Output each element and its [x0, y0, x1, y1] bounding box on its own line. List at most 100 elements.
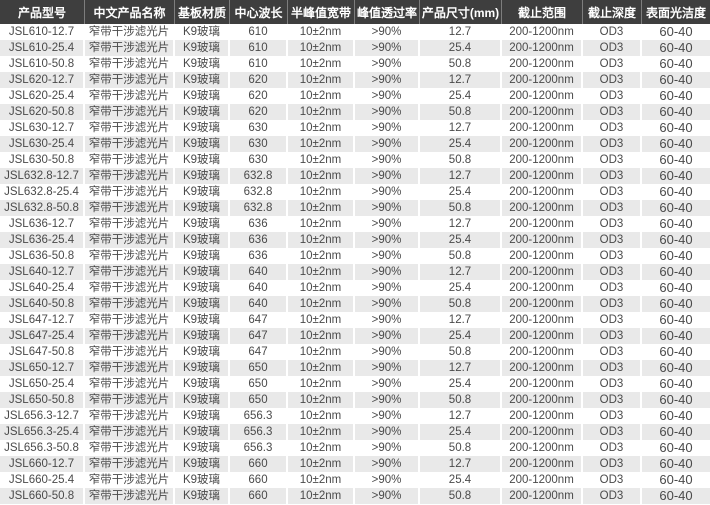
cell-cutoff-range: 200-1200nm	[502, 216, 583, 232]
table-row: JSL647-12.7 窄带干涉滤光片 K9玻璃 647 10±2nm >90% 12.7 2…	[0, 312, 710, 328]
cell-model: JSL610-12.7	[0, 24, 85, 40]
cell-bandwidth: 10±2nm	[288, 488, 355, 504]
cell-cutoff-range: 200-1200nm	[502, 24, 583, 40]
cell-name: 窄带干涉滤光片	[85, 72, 175, 88]
cell-substrate: K9玻璃	[175, 152, 230, 168]
cell-cutoff-range: 200-1200nm	[502, 472, 583, 488]
cell-substrate: K9玻璃	[175, 472, 230, 488]
cell-model: JSL650-50.8	[0, 392, 85, 408]
cell-surface-quality: 60-40	[659, 456, 693, 471]
cell-center-wavelength: 636	[230, 232, 288, 248]
cell-surface-quality: 60-40	[659, 200, 693, 215]
cell-cutoff-range: 200-1200nm	[502, 392, 583, 408]
cell-name: 窄带干涉滤光片	[85, 280, 175, 296]
cell-transmittance: >90%	[355, 152, 420, 168]
column-header-bandwidth: 半峰值宽带	[288, 0, 355, 24]
cell-bandwidth: 10±2nm	[288, 312, 355, 328]
cell-center-wavelength: 636	[230, 216, 288, 232]
cell-cutoff-range: 200-1200nm	[502, 424, 583, 440]
cell-model: JSL636-50.8	[0, 248, 85, 264]
cell-surface-quality: 60-40	[659, 104, 693, 119]
table-row: JSL610-12.7 窄带干涉滤光片 K9玻璃 610 10±2nm >90% 12.7 2…	[0, 24, 710, 40]
cell-size: 50.8	[420, 104, 502, 120]
cell-name: 窄带干涉滤光片	[85, 408, 175, 424]
cell-cutoff-depth: OD3	[583, 440, 642, 456]
cell-size: 25.4	[420, 88, 502, 104]
cell-size: 12.7	[420, 408, 502, 424]
cell-size: 50.8	[420, 488, 502, 504]
cell-size: 25.4	[420, 280, 502, 296]
cell-cutoff-depth: OD3	[583, 72, 642, 88]
cell-substrate: K9玻璃	[175, 408, 230, 424]
table-row: JSL620-12.7 窄带干涉滤光片 K9玻璃 620 10±2nm >90% 12.7 2…	[0, 72, 710, 88]
cell-surface-quality: 60-40	[659, 88, 693, 103]
cell-transmittance: >90%	[355, 440, 420, 456]
cell-model: JSL656.3-25.4	[0, 424, 85, 440]
cell-center-wavelength: 620	[230, 104, 288, 120]
cell-model: JSL640-50.8	[0, 296, 85, 312]
cell-size: 50.8	[420, 392, 502, 408]
cell-model: JSL656.3-50.8	[0, 440, 85, 456]
cell-substrate: K9玻璃	[175, 360, 230, 376]
cell-center-wavelength: 632.8	[230, 200, 288, 216]
cell-cutoff-depth: OD3	[583, 456, 642, 472]
cell-size: 12.7	[420, 216, 502, 232]
cell-transmittance: >90%	[355, 200, 420, 216]
cell-cutoff-depth: OD3	[583, 392, 642, 408]
cell-size: 50.8	[420, 296, 502, 312]
cell-cutoff-depth: OD3	[583, 424, 642, 440]
cell-name: 窄带干涉滤光片	[85, 488, 175, 504]
cell-transmittance: >90%	[355, 376, 420, 392]
cell-transmittance: >90%	[355, 296, 420, 312]
cell-model: JSL650-12.7	[0, 360, 85, 376]
cell-bandwidth: 10±2nm	[288, 184, 355, 200]
cell-center-wavelength: 660	[230, 456, 288, 472]
cell-substrate: K9玻璃	[175, 200, 230, 216]
cell-transmittance: >90%	[355, 344, 420, 360]
cell-bandwidth: 10±2nm	[288, 328, 355, 344]
cell-cutoff-depth: OD3	[583, 56, 642, 72]
cell-substrate: K9玻璃	[175, 184, 230, 200]
cell-bandwidth: 10±2nm	[288, 248, 355, 264]
cell-name: 窄带干涉滤光片	[85, 24, 175, 40]
cell-center-wavelength: 610	[230, 40, 288, 56]
cell-bandwidth: 10±2nm	[288, 472, 355, 488]
cell-cutoff-depth: OD3	[583, 264, 642, 280]
cell-cutoff-depth: OD3	[583, 88, 642, 104]
cell-cutoff-depth: OD3	[583, 408, 642, 424]
cell-model: JSL660-50.8	[0, 488, 85, 504]
cell-name: 窄带干涉滤光片	[85, 456, 175, 472]
cell-cutoff-range: 200-1200nm	[502, 328, 583, 344]
cell-name: 窄带干涉滤光片	[85, 216, 175, 232]
cell-bandwidth: 10±2nm	[288, 168, 355, 184]
cell-surface-quality: 60-40	[659, 312, 693, 327]
cell-model: JSL632.8-12.7	[0, 168, 85, 184]
cell-name: 窄带干涉滤光片	[85, 344, 175, 360]
cell-surface-quality: 60-40	[659, 440, 693, 455]
cell-center-wavelength: 630	[230, 136, 288, 152]
cell-transmittance: >90%	[355, 488, 420, 504]
cell-surface-quality: 60-40	[659, 136, 693, 151]
cell-model: JSL647-50.8	[0, 344, 85, 360]
cell-cutoff-range: 200-1200nm	[502, 360, 583, 376]
cell-cutoff-depth: OD3	[583, 312, 642, 328]
cell-bandwidth: 10±2nm	[288, 392, 355, 408]
cell-center-wavelength: 656.3	[230, 424, 288, 440]
cell-center-wavelength: 630	[230, 120, 288, 136]
cell-size: 12.7	[420, 312, 502, 328]
table-row: JSL632.8-25.4 窄带干涉滤光片 K9玻璃 632.8 10±2nm >90% 2…	[0, 184, 710, 200]
cell-surface-quality: 60-40	[659, 56, 693, 71]
cell-bandwidth: 10±2nm	[288, 440, 355, 456]
cell-bandwidth: 10±2nm	[288, 216, 355, 232]
cell-name: 窄带干涉滤光片	[85, 392, 175, 408]
cell-substrate: K9玻璃	[175, 56, 230, 72]
cell-cutoff-range: 200-1200nm	[502, 168, 583, 184]
cell-cutoff-depth: OD3	[583, 232, 642, 248]
cell-cutoff-range: 200-1200nm	[502, 408, 583, 424]
cell-cutoff-depth: OD3	[583, 40, 642, 56]
cell-center-wavelength: 650	[230, 392, 288, 408]
cell-cutoff-depth: OD3	[583, 136, 642, 152]
cell-name: 窄带干涉滤光片	[85, 40, 175, 56]
cell-surface-quality: 60-40	[659, 376, 693, 391]
cell-transmittance: >90%	[355, 24, 420, 40]
